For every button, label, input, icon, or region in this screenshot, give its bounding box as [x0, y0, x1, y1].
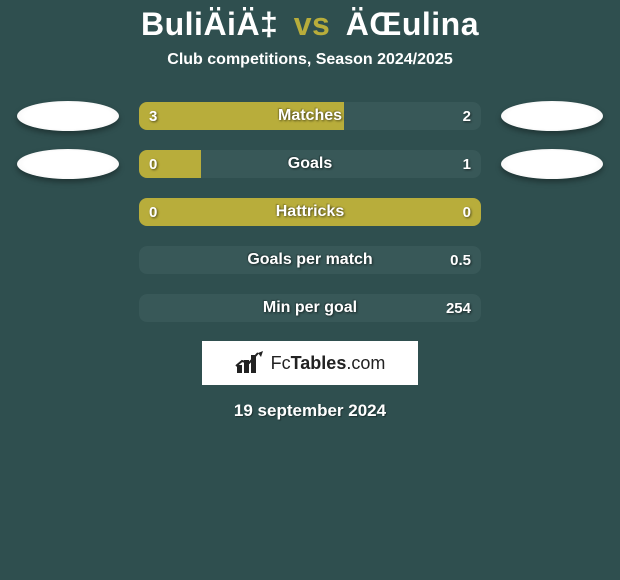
title-player2: ÄŒulina	[346, 6, 479, 42]
spacer	[501, 245, 603, 275]
title-vs: vs	[294, 6, 331, 42]
subtitle: Club competitions, Season 2024/2025	[0, 51, 620, 69]
bar-segment-left	[139, 102, 344, 130]
stat-bar: 254Min per goal	[139, 294, 481, 322]
bar-segment-right	[201, 150, 481, 178]
bar-segment-right	[344, 102, 481, 130]
spacer	[17, 197, 119, 227]
stat-row: 01Goals	[0, 149, 620, 179]
page-title: BuliÄiÄ‡ vs ÄŒulina	[0, 6, 620, 43]
comparison-card: BuliÄiÄ‡ vs ÄŒulina Club competitions, S…	[0, 0, 620, 421]
spacer	[501, 293, 603, 323]
date-text: 19 september 2024	[0, 401, 620, 421]
club-badge-left	[17, 101, 119, 131]
club-badge-right	[501, 149, 603, 179]
stat-bar: 32Matches	[139, 102, 481, 130]
bar-segment-left	[139, 198, 481, 226]
bar-segment-right	[139, 246, 481, 274]
stat-row: 00Hattricks	[0, 197, 620, 227]
logo-suffix: .com	[346, 353, 385, 373]
logo-text: FcTables.com	[271, 353, 386, 374]
chart-icon	[235, 351, 265, 375]
logo-prefix: Fc	[271, 353, 291, 373]
stat-bar: 01Goals	[139, 150, 481, 178]
spacer	[17, 245, 119, 275]
title-player1: BuliÄiÄ‡	[141, 6, 278, 42]
bar-segment-left	[139, 150, 201, 178]
stat-bar: 00Hattricks	[139, 198, 481, 226]
fctables-logo: FcTables.com	[202, 341, 418, 385]
stat-row: 254Min per goal	[0, 293, 620, 323]
stat-bar: 0.5Goals per match	[139, 246, 481, 274]
logo-main: Tables	[291, 353, 347, 373]
stat-bars: 32Matches 01Goals 00Hattricks 0.5Goals per …	[0, 101, 620, 323]
club-badge-right	[501, 101, 603, 131]
stat-row: 0.5Goals per match	[0, 245, 620, 275]
club-badge-left	[17, 149, 119, 179]
bar-segment-right	[139, 294, 481, 322]
stat-row: 32Matches	[0, 101, 620, 131]
spacer	[501, 197, 603, 227]
spacer	[17, 293, 119, 323]
